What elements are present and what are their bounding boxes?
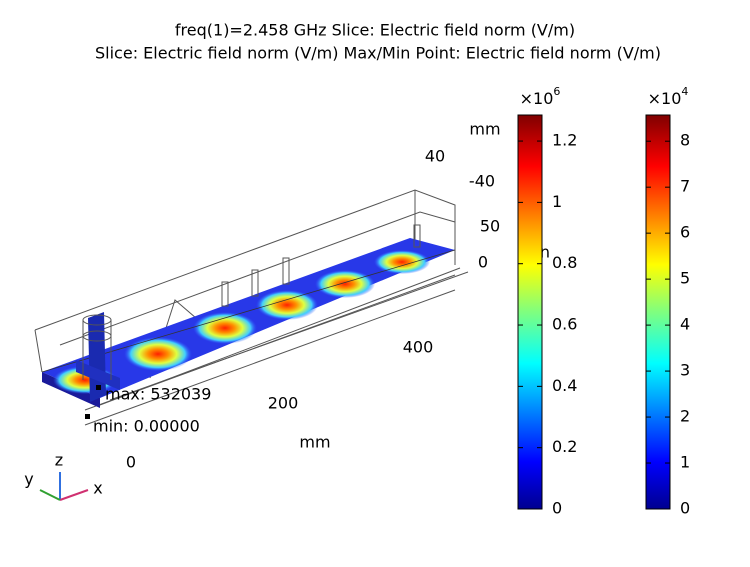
colorbar-tick-label: 1 [552,192,562,211]
multiplier-exponent: 4 [681,85,688,98]
title-line: Slice: Electric field norm (V/m) Max/Min… [95,44,661,63]
axis-label: 50 [480,217,500,236]
multiplier-exponent: 6 [553,85,560,98]
colorbar-multiplier: ×104 [648,85,689,108]
colorbar [645,114,671,510]
axis-label: 40 [425,147,445,166]
min-point [85,414,90,419]
scene [34,189,469,501]
colorbar-tick-label: 5 [680,269,690,288]
colorbar-tick-label: 1.2 [552,131,577,150]
axis-label: 400 [403,338,434,357]
colorbar-tick-label: 0.8 [552,253,577,272]
probe-base [76,360,120,390]
colorbar-tick-label: 8 [680,131,690,150]
axis-label: -40 [469,172,495,191]
colorbar-multiplier: ×106 [520,85,561,108]
colorbar-tick-label: 0.4 [552,376,577,395]
colorbar-tick-label: 2 [680,407,690,426]
triad-label: y [24,470,33,489]
colorbar-tick-label: 0 [552,499,562,518]
annotation: max: 532039 [105,385,211,404]
field-spot [256,290,318,320]
max-point [96,385,101,390]
axis-label: 0 [478,253,488,272]
multiplier-base: ×10 [520,89,554,108]
posts [82,224,421,380]
triad [39,472,89,501]
field-spot [124,337,192,371]
colorbar-tick-label: 3 [680,361,690,380]
colorbar-tick-label: 4 [680,315,690,334]
axis-label: n [540,243,550,262]
multiplier-base: ×10 [648,89,682,108]
colorbar-tick-label: 0.2 [552,437,577,456]
colorbar-tick-label: 6 [680,223,690,242]
axis-label: 0 [126,453,136,472]
colorbar-tick-label: 7 [680,177,690,196]
title-line: freq(1)=2.458 GHz Slice: Electric field … [175,21,575,40]
axis-label: 200 [268,394,299,413]
colorbar-tick-label: 0.6 [552,315,577,334]
colorbar-tick-label: 1 [680,453,690,472]
field-spot [315,270,375,298]
triad-label: x [93,479,102,498]
triad-label: z [55,451,63,470]
axis-label: mm [299,433,330,452]
annotation: min: 0.00000 [93,417,200,436]
colorbar [517,114,543,510]
field-spot [193,312,257,344]
bounding-box [34,189,469,426]
field-spot [374,250,430,274]
colorbar-tick-label: 0 [680,499,690,518]
axis-label: mm [469,120,500,139]
